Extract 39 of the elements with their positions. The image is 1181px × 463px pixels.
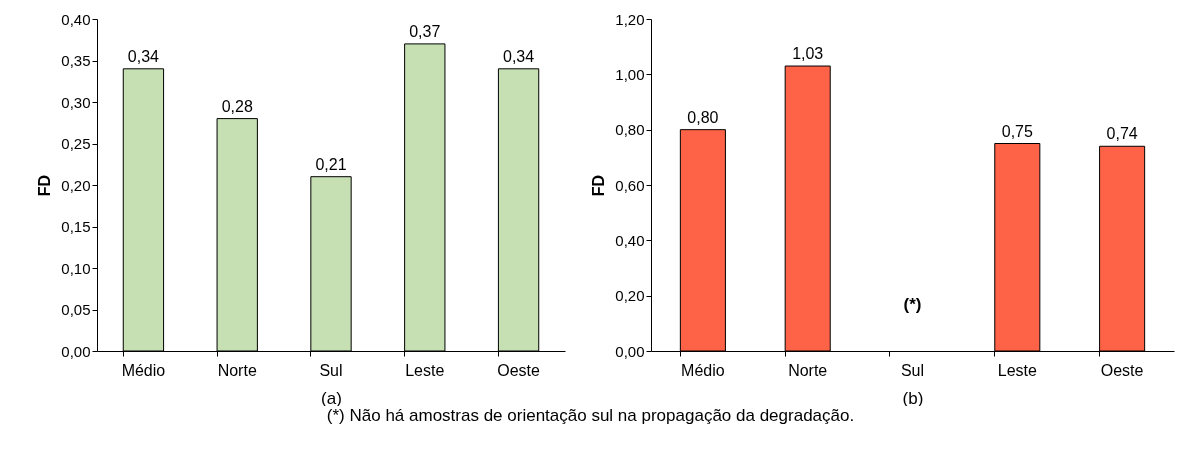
y-tick-label: 0,15 [61,218,91,235]
y-tick-label: 0,80 [615,121,645,139]
y-tick-label: 0,40 [615,231,645,249]
text: (*) Não há amostras de orientação sul na propagação da degradação. [325,406,856,426]
text: 1,03 [792,45,824,63]
x-tick-label: Oeste [497,361,541,379]
y-tick-label: 0,40 [61,10,91,28]
text: 0,37 [409,22,441,40]
y-axis-title: FD [36,174,54,197]
y-tick-label: 0,05 [61,301,91,318]
x-tick-label: Sul [900,361,925,379]
y-tick-label: 0,20 [61,176,91,194]
text: 0,74 [1106,125,1138,143]
x-tick-label: Médio [121,361,166,379]
annotation: (*) [903,294,922,314]
x-tick-label: Leste [405,361,445,379]
text: 0,21 [315,155,347,173]
text: 0,28 [221,97,253,115]
y-tick-label: 0,00 [615,342,645,360]
text: 0,34 [127,47,159,65]
text: 0,80 [687,108,719,126]
x-tick-label: Oeste [1100,361,1144,379]
y-tick-label: 0,60 [615,176,645,194]
text: 0,34 [503,47,535,65]
y-axis-title: FD [590,174,608,197]
x-tick-label: Norte [788,361,828,379]
y-tick-label: 0,20 [615,287,645,305]
text: 0,75 [1001,122,1033,140]
y-tick-label: 1,00 [615,65,645,83]
y-tick-label: 0,35 [61,52,91,69]
x-tick-label: Médio [681,361,725,379]
x-tick-label: Sul [319,361,343,379]
y-tick-label: 1,20 [615,10,645,28]
y-tick-label: 0,25 [61,135,91,152]
x-tick-label: Leste [997,361,1037,379]
y-tick-label: 0,00 [61,342,91,360]
x-tick-label: Norte [217,361,257,379]
y-tick-label: 0,30 [61,93,91,111]
y-tick-label: 0,10 [61,259,91,277]
